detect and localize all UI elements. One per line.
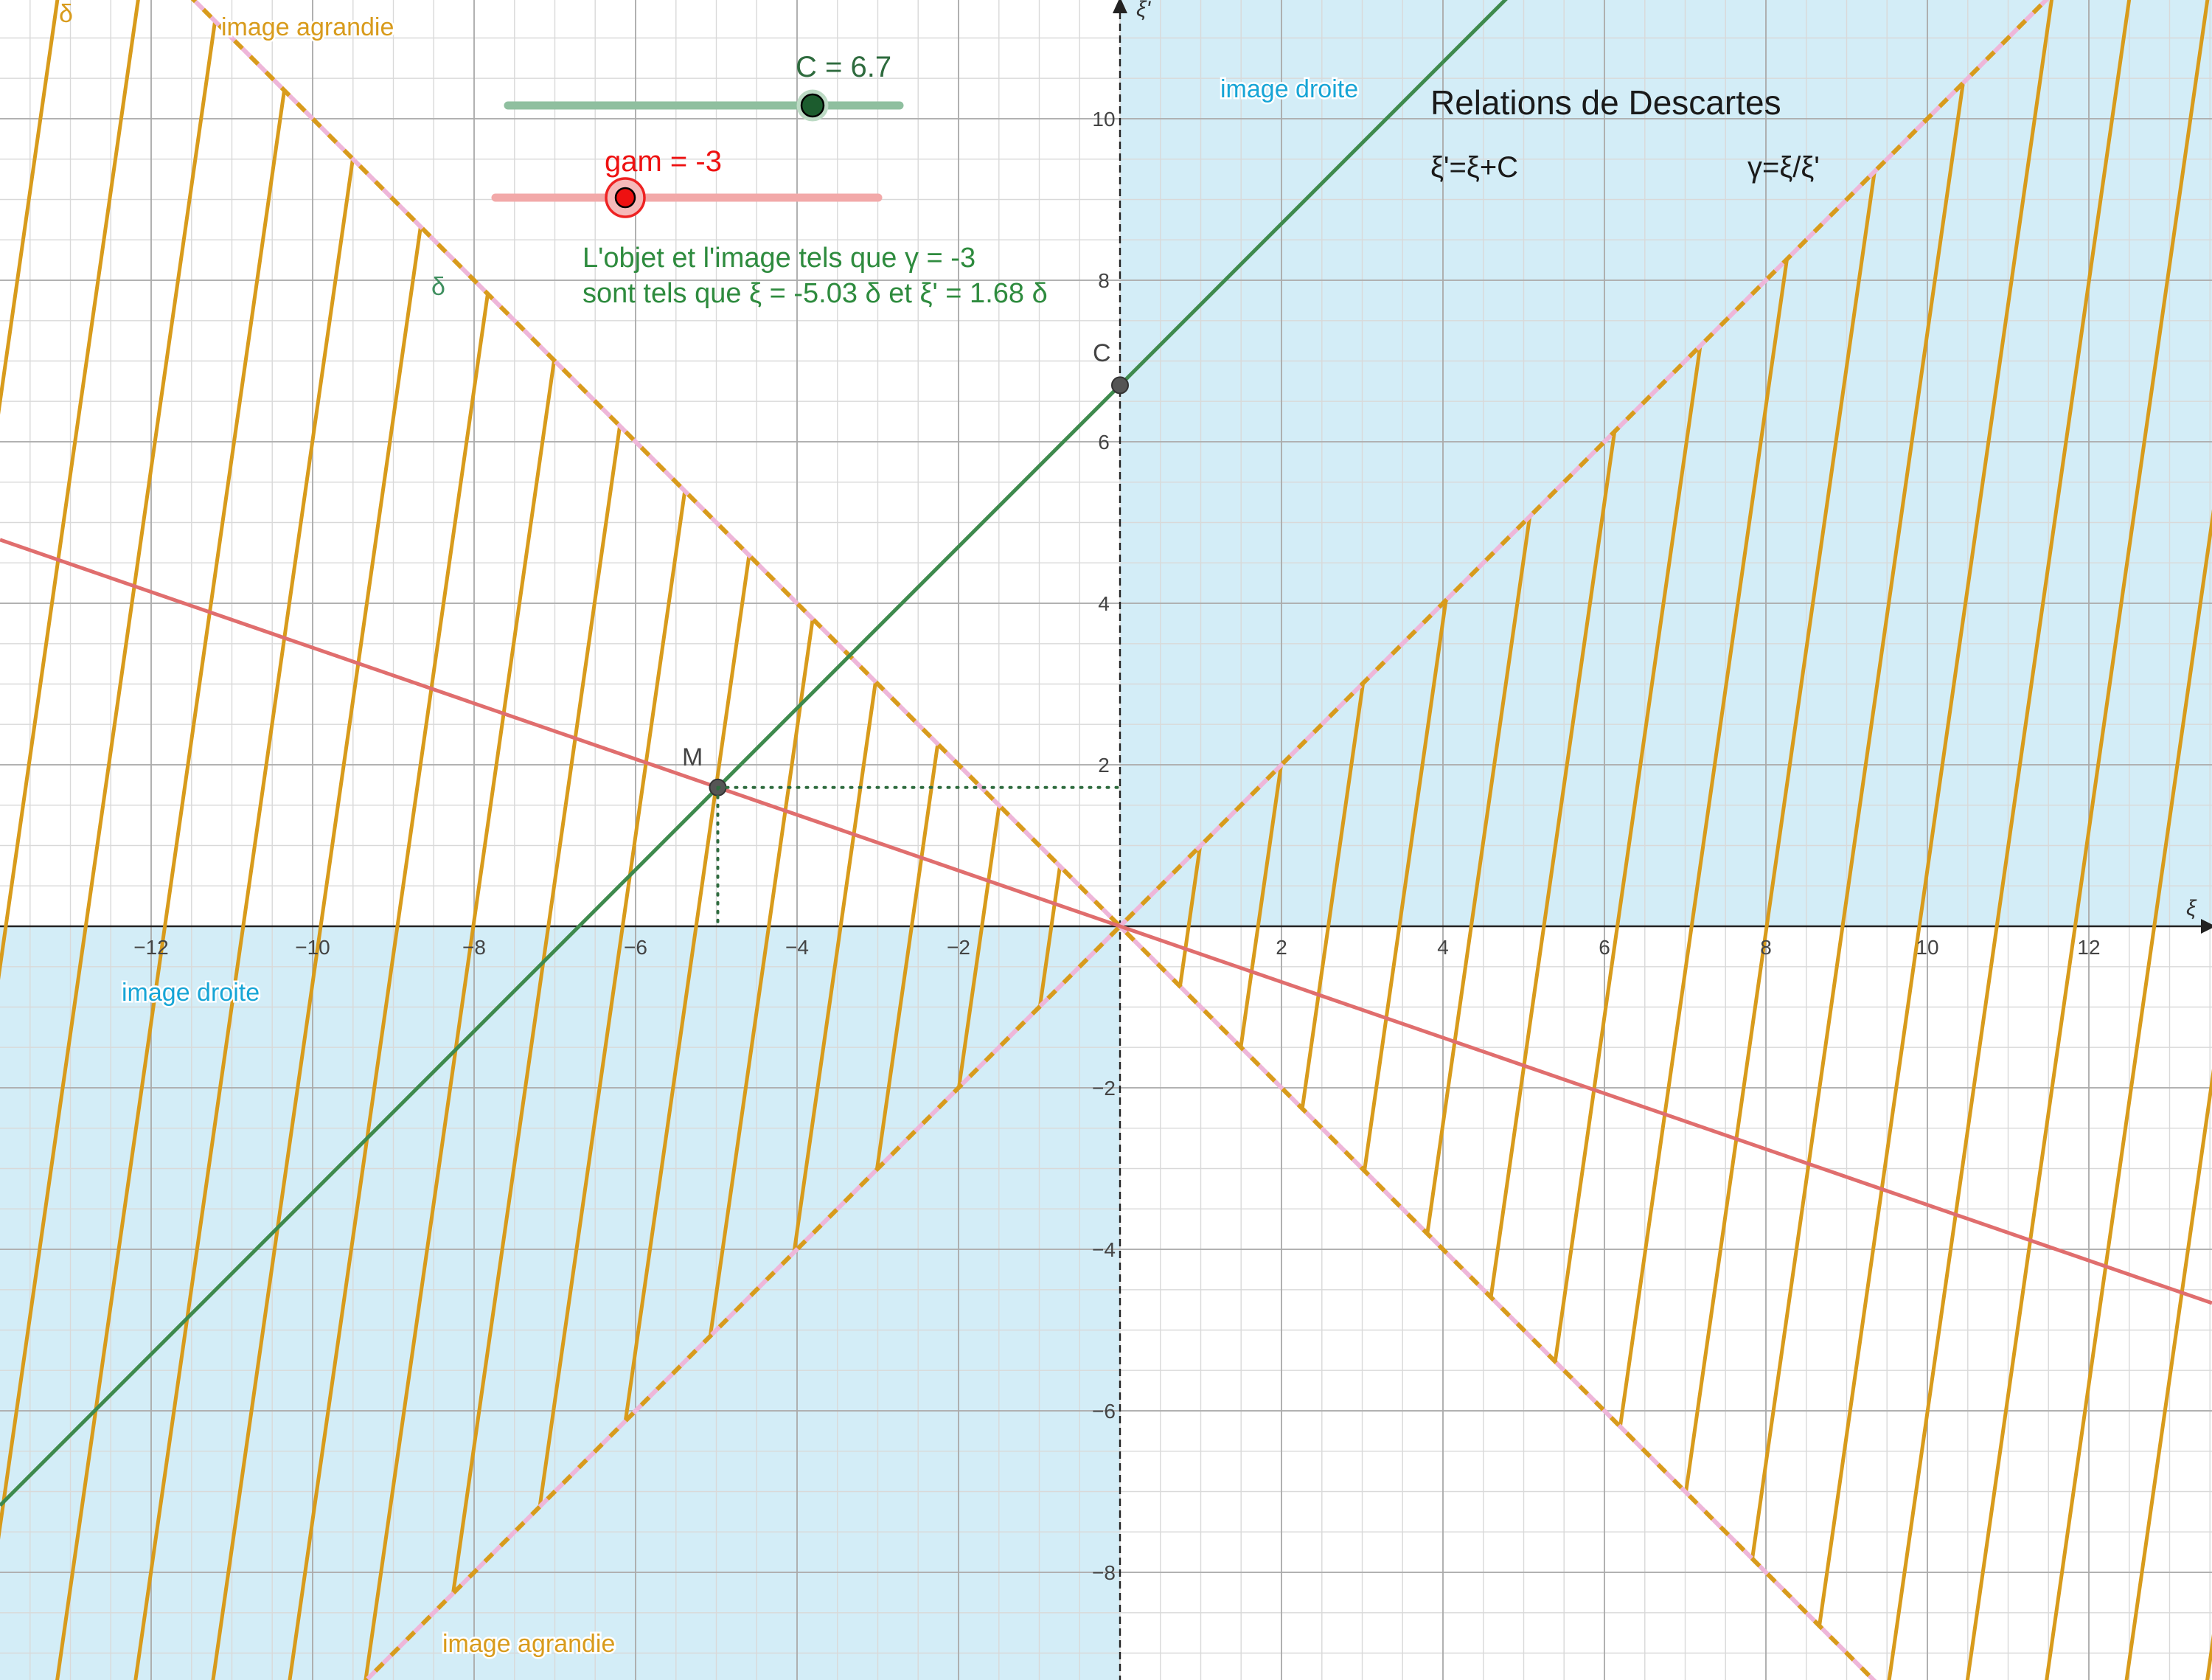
svg-text:−6: −6 — [1092, 1400, 1116, 1423]
svg-text:2: 2 — [1098, 754, 1110, 777]
svg-text:δ: δ — [431, 273, 445, 301]
svg-text:gam = -3: gam = -3 — [605, 145, 722, 178]
svg-text:−2: −2 — [1092, 1077, 1116, 1100]
svg-text:6: 6 — [1599, 936, 1610, 959]
svg-text:8: 8 — [1760, 936, 1772, 959]
svg-text:γ=ξ/ξ': γ=ξ/ξ' — [1747, 151, 1820, 184]
svg-text:−6: −6 — [624, 936, 647, 959]
svg-text:−8: −8 — [1092, 1561, 1116, 1584]
svg-text:ξ: ξ — [2186, 896, 2197, 920]
svg-text:−2: −2 — [947, 936, 970, 959]
svg-text:4: 4 — [1098, 592, 1110, 615]
svg-text:4: 4 — [1437, 936, 1449, 959]
svg-text:ξ'=ξ+C: ξ'=ξ+C — [1430, 151, 1518, 184]
svg-text:12: 12 — [2077, 936, 2100, 959]
svg-text:C: C — [1093, 339, 1111, 367]
svg-text:−4: −4 — [785, 936, 809, 959]
svg-text:image agrandie: image agrandie — [442, 1630, 615, 1658]
svg-text:image droite: image droite — [1220, 75, 1358, 103]
svg-text:M: M — [682, 743, 703, 771]
svg-text:−4: −4 — [1092, 1238, 1116, 1261]
svg-text:sont tels que ξ = -5.03 δ et ξ: sont tels que ξ = -5.03 δ et ξ' = 1.68 δ — [582, 278, 1048, 309]
svg-text:10: 10 — [1092, 108, 1115, 131]
svg-text:image agrandie: image agrandie — [221, 13, 394, 41]
svg-text:C = 6.7: C = 6.7 — [796, 51, 891, 83]
svg-text:image droite: image droite — [122, 979, 260, 1007]
svg-text:δ: δ — [59, 0, 73, 28]
svg-text:−12: −12 — [133, 936, 169, 959]
svg-text:10: 10 — [1916, 936, 1938, 959]
svg-text:8: 8 — [1098, 269, 1110, 292]
svg-text:L'objet et l'image tels que γ: L'objet et l'image tels que γ = -3 — [582, 243, 975, 274]
svg-text:−10: −10 — [295, 936, 330, 959]
svg-text:−8: −8 — [462, 936, 486, 959]
svg-text:6: 6 — [1098, 431, 1110, 454]
svg-text:ξ': ξ' — [1136, 0, 1151, 21]
svg-text:Relations de Descartes: Relations de Descartes — [1430, 83, 1781, 122]
svg-text:2: 2 — [1276, 936, 1287, 959]
